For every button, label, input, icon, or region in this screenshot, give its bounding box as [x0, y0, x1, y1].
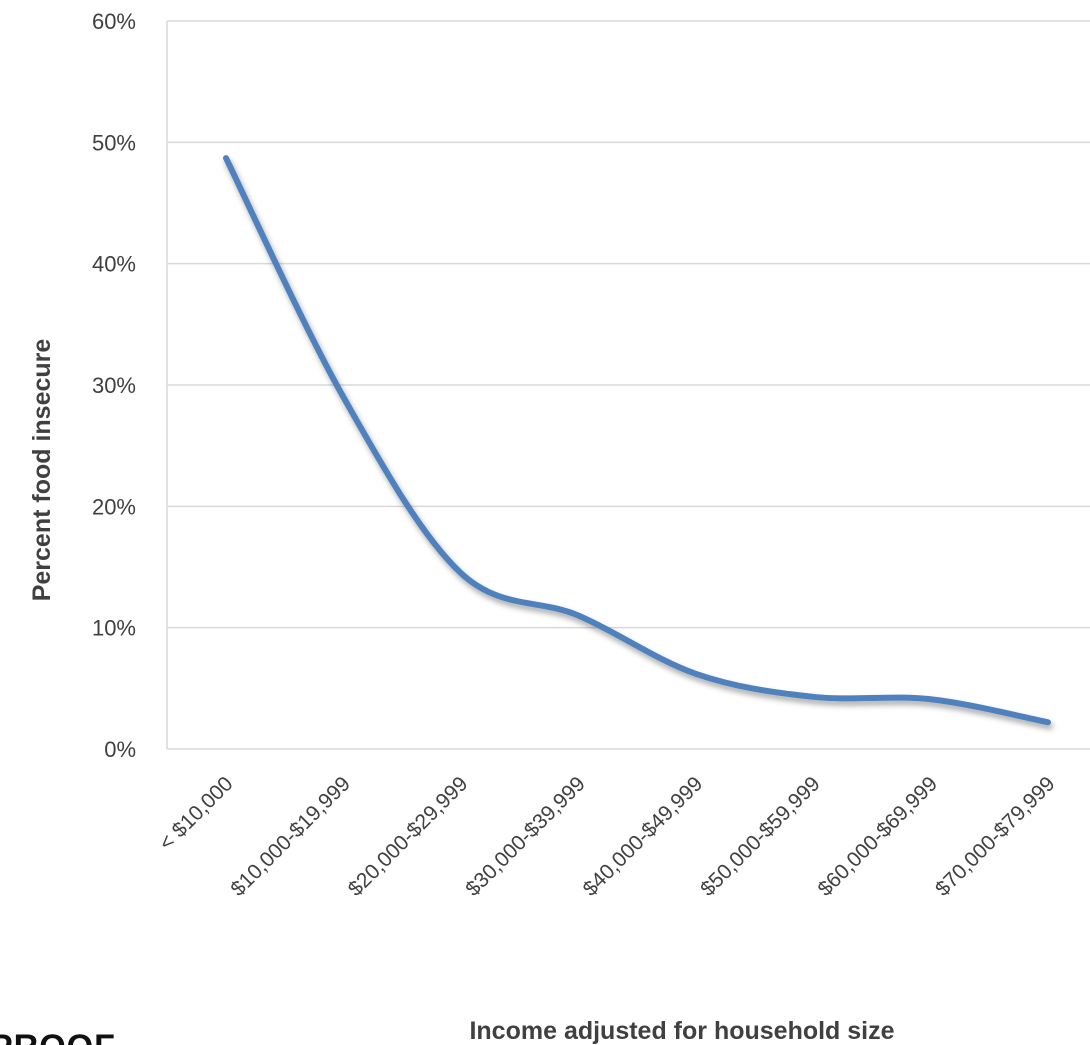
x-axis-ticks: < $10,000$10,000-$19,999$20,000-$29,999$…	[155, 772, 1060, 901]
data-point	[810, 694, 816, 700]
series-line	[223, 155, 1051, 726]
data-point	[575, 613, 581, 619]
x-tick-label: $30,000-$39,999	[461, 772, 590, 901]
data-point	[223, 155, 229, 161]
x-tick-label: < $10,000	[155, 772, 238, 855]
y-tick-label: 20%	[92, 494, 136, 519]
y-tick-label: 40%	[92, 252, 136, 277]
series-layer	[223, 155, 1051, 726]
x-tick-label: $70,000-$79,999	[931, 772, 1060, 901]
y-axis-title: Percent food insecure	[28, 339, 56, 602]
data-point	[693, 671, 699, 677]
y-axis-ticks: 0% 10% 20% 30% 40% 50% 60%	[92, 9, 136, 762]
y-tick-label: 60%	[92, 9, 136, 34]
y-tick-label: 0%	[104, 737, 136, 762]
y-tick-label: 30%	[92, 373, 136, 398]
data-point	[1045, 719, 1051, 725]
y-tick-label: 10%	[92, 616, 136, 641]
logo: PROOF	[0, 1028, 116, 1045]
data-point	[458, 570, 464, 576]
data-point	[340, 394, 346, 400]
x-tick-label: $50,000-$59,999	[696, 772, 825, 901]
logo-text: PROOF	[0, 1028, 116, 1045]
x-axis-title: Income adjusted for household size	[469, 1017, 894, 1045]
x-tick-label: $20,000-$29,999	[344, 772, 473, 901]
data-point	[928, 696, 934, 702]
x-tick-label: $40,000-$49,999	[579, 772, 708, 901]
x-tick-label: $10,000-$19,999	[226, 772, 355, 901]
y-tick-label: 50%	[92, 130, 136, 155]
x-tick-label: $60,000-$69,999	[814, 772, 943, 901]
gridlines	[167, 20, 1090, 750]
